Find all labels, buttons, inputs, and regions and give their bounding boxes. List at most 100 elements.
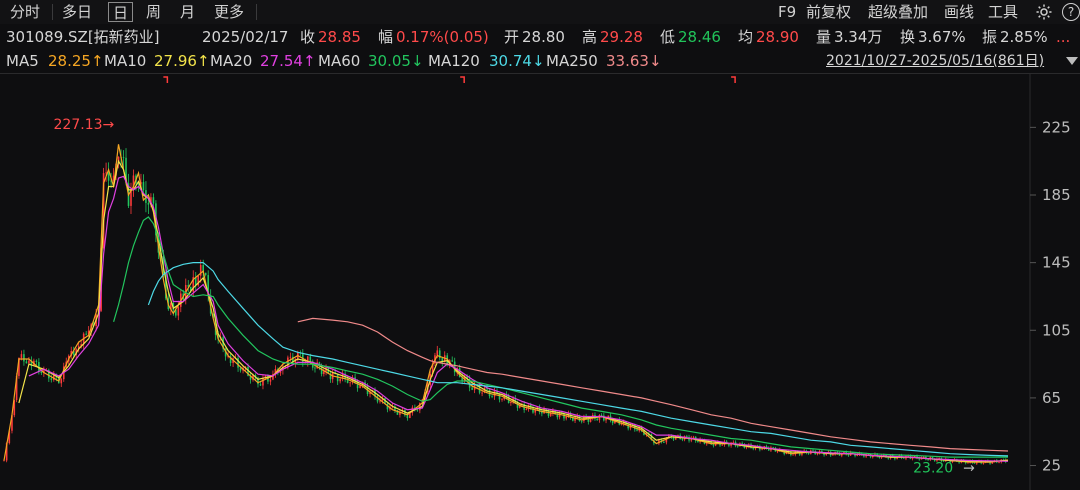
candle-body xyxy=(48,369,50,379)
candle-body xyxy=(933,459,936,461)
candle-body xyxy=(394,406,396,411)
ma120-value: 30.74↓ xyxy=(489,52,545,70)
candle-body xyxy=(486,387,488,390)
candle-body xyxy=(72,350,75,355)
candle-body xyxy=(35,360,38,363)
candle-body xyxy=(516,402,519,408)
candle-body xyxy=(25,361,28,364)
candle-body xyxy=(650,434,653,441)
candle-body xyxy=(578,415,581,421)
change-label: 幅 xyxy=(378,28,394,46)
ma20-name: MA20 xyxy=(210,52,253,70)
high-label: 高 xyxy=(582,28,598,46)
candle-body xyxy=(316,362,318,369)
tab-daily[interactable]: 日 xyxy=(108,2,134,22)
candle-body xyxy=(776,451,779,453)
candle-body xyxy=(361,382,364,385)
candle-body xyxy=(396,410,399,415)
candle-body xyxy=(572,417,574,421)
open-label: 开 xyxy=(504,28,520,46)
candle-body xyxy=(87,330,90,335)
candle-body xyxy=(772,447,774,449)
candle-body xyxy=(463,376,466,381)
y-tick-label: 145 xyxy=(1042,254,1071,272)
candle-body xyxy=(481,392,483,394)
candle-body xyxy=(187,284,190,287)
tab-more[interactable]: 更多 xyxy=(214,3,245,21)
candle-body xyxy=(816,453,819,455)
tab-multi-day[interactable]: 多日 xyxy=(62,3,93,21)
candle-body xyxy=(369,392,371,395)
tools-button[interactable]: 工具 xyxy=(988,3,1019,21)
candle-body xyxy=(314,367,316,369)
draw-line-button[interactable]: 画线 xyxy=(944,3,975,21)
candle-body xyxy=(858,452,861,455)
candle-body xyxy=(998,462,1000,463)
dropdown-triangle-icon[interactable] xyxy=(1066,57,1078,65)
candle-body xyxy=(752,448,755,449)
candle-body xyxy=(534,409,537,413)
candle-body xyxy=(11,415,13,431)
candle-body xyxy=(618,419,621,425)
candle-body xyxy=(105,172,107,174)
candle-body xyxy=(663,441,665,443)
period-toolbar: 分时 多日 日 周 月 更多 F9 前复权 超级叠加 画线 工具 ? xyxy=(0,0,1080,24)
candle-body xyxy=(249,375,252,380)
candle-body xyxy=(761,448,763,450)
candle-body xyxy=(558,413,561,418)
help-icon[interactable]: ? xyxy=(1062,3,1080,21)
f9-button[interactable]: F9 xyxy=(778,3,797,21)
candle-body xyxy=(204,272,207,276)
candle-body xyxy=(607,415,610,419)
close-value: 28.85 xyxy=(318,28,361,46)
candle-body xyxy=(359,384,361,389)
price-chart[interactable]: 25 65 105 145 185 225 227.13→ 23.20 → xyxy=(0,74,1080,490)
y-tick-label: 185 xyxy=(1042,186,1071,204)
candle-body xyxy=(721,444,724,446)
open-value: 28.80 xyxy=(522,28,565,46)
candle-body xyxy=(907,455,909,457)
candle-body xyxy=(199,265,202,276)
candle-body xyxy=(60,379,63,384)
period-marker xyxy=(163,76,169,83)
candle-body xyxy=(122,157,125,159)
candle-body xyxy=(431,363,434,375)
candle-body xyxy=(471,387,473,390)
candle-body xyxy=(207,275,209,296)
candle-body xyxy=(690,437,693,441)
candle-body xyxy=(514,398,517,403)
candle-body xyxy=(140,182,142,185)
tab-divider xyxy=(52,4,53,20)
adjust-price-button[interactable]: 前复权 xyxy=(806,3,852,21)
candle-body xyxy=(262,377,264,386)
candle-body xyxy=(603,415,605,421)
candle-body xyxy=(50,378,53,380)
candle-body xyxy=(725,441,728,443)
candle-body xyxy=(252,375,254,380)
ma-line-ma120 xyxy=(147,262,1009,457)
tab-intraday[interactable]: 分时 xyxy=(10,3,41,21)
candle-body xyxy=(518,404,521,408)
candle-body xyxy=(942,460,945,462)
stock-code: 301089.SZ[拓新药业] xyxy=(6,28,160,46)
candle-body xyxy=(399,411,401,415)
candle-body xyxy=(580,420,583,422)
candle-body xyxy=(165,274,167,299)
candle-body xyxy=(741,443,743,445)
ma250-value: 33.63↓ xyxy=(606,52,662,70)
date-range-link[interactable]: 2021/10/27-2025/05/16(861日) xyxy=(826,53,1045,69)
tab-monthly[interactable]: 月 xyxy=(180,3,196,21)
ma-line-ma20 xyxy=(28,175,1009,462)
gear-icon[interactable] xyxy=(1035,3,1053,21)
ma-line-ma5 xyxy=(3,144,1009,463)
candle-body xyxy=(745,446,748,448)
tab-weekly[interactable]: 周 xyxy=(146,3,162,21)
tab-divider xyxy=(256,4,257,20)
candle-body xyxy=(902,457,905,459)
candle-body xyxy=(767,448,770,451)
candle-body xyxy=(150,197,152,205)
candle-body xyxy=(973,462,976,464)
super-overlay-button[interactable]: 超级叠加 xyxy=(868,3,929,21)
candle-body xyxy=(409,412,411,419)
candle-body xyxy=(705,443,708,445)
